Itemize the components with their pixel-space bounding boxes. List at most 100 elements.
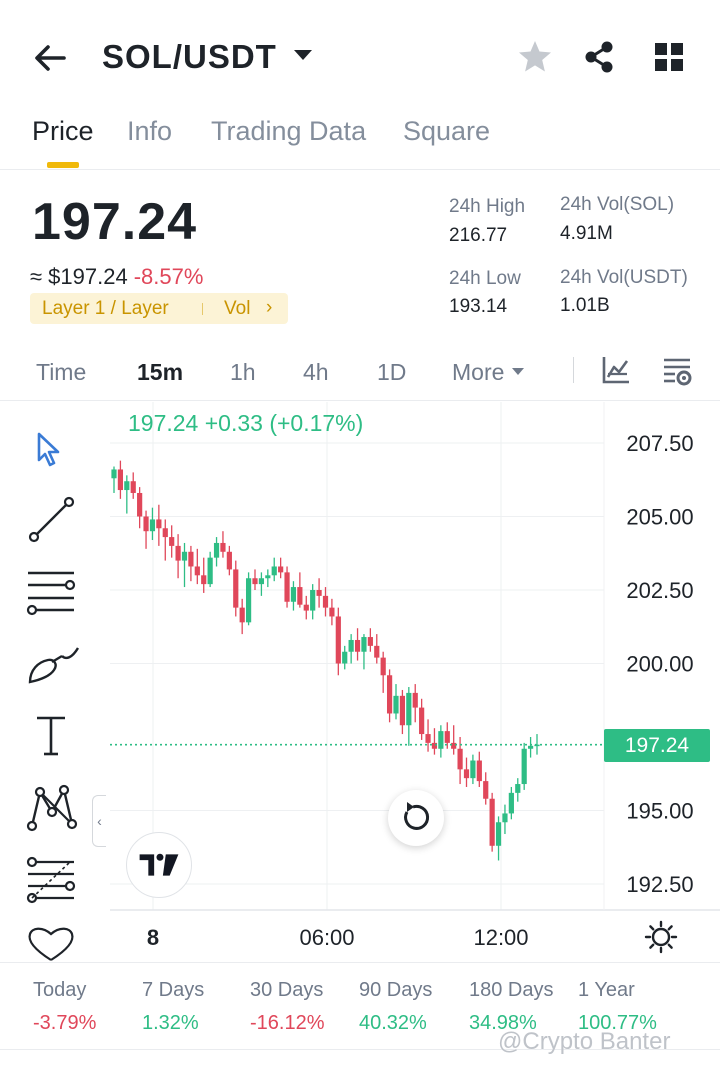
candle-body [310, 590, 316, 611]
watermark: @Crypto Banter [498, 1028, 671, 1055]
heart-icon[interactable] [22, 924, 80, 962]
grid-icon[interactable] [652, 40, 686, 74]
perf-value: 1.32% [142, 1012, 199, 1034]
candlestick-chart[interactable]: 207.50 205.00 202.50 200.00 195.00 192.50 8 06:… [0, 402, 720, 962]
interval-1h[interactable]: 1h [230, 359, 256, 385]
horizontal-lines-tool-icon[interactable] [22, 564, 80, 622]
perf-label: Today [33, 979, 87, 1001]
candle-body [412, 692, 418, 708]
perf-label: 30 Days [250, 979, 324, 1001]
interval-time[interactable]: Time [36, 359, 87, 385]
candle-body [258, 578, 265, 585]
candle-body [419, 707, 425, 735]
fib-tool-icon[interactable] [22, 852, 80, 910]
candle-body [239, 607, 245, 623]
candle-body [290, 587, 297, 602]
stat-vol-usdt-value: 1.01B [560, 295, 610, 316]
stat-high-label: 24h High [449, 196, 526, 217]
perf-180d: 180 Days 34.98% [469, 979, 554, 1035]
candle-body [399, 695, 406, 726]
interval-1d[interactable]: 1D [377, 359, 407, 385]
chart-settings-icon[interactable] [661, 355, 693, 387]
stat-high-value: 216.77 [449, 225, 508, 246]
candle-body [361, 637, 367, 652]
candle-body [367, 637, 373, 646]
chart-indicator-icon[interactable] [601, 355, 631, 385]
perf-label: 1 Year [578, 979, 635, 1001]
interval-more[interactable]: More [452, 359, 525, 386]
candle-body [149, 519, 156, 532]
candle-body [278, 566, 284, 573]
candle-body [342, 651, 348, 664]
star-icon[interactable] [516, 38, 554, 76]
candle-body [425, 734, 431, 743]
candle-body [335, 616, 341, 664]
candle-body [303, 604, 309, 611]
candle-body [143, 516, 149, 532]
candle-body [470, 760, 476, 779]
y-tick-label: 205.00 [626, 505, 693, 530]
candle-body [438, 731, 444, 749]
candle-body [213, 542, 220, 558]
perf-value: 34.98% [469, 1012, 537, 1034]
candle-body [284, 572, 290, 602]
trend-line-tool-icon[interactable] [22, 492, 80, 550]
candle-body [265, 575, 271, 579]
pattern-tool-icon[interactable] [22, 780, 80, 838]
tab-price[interactable]: Price [32, 116, 94, 146]
perf-label: 7 Days [142, 979, 205, 1001]
candle-body [316, 590, 322, 596]
candle-body [117, 469, 124, 491]
stat-vol-sol-label: 24h Vol(SOL) [560, 194, 675, 215]
caret-down-icon[interactable] [294, 50, 312, 60]
tab-info[interactable]: Info [127, 116, 173, 146]
tab-square[interactable]: Square [403, 116, 491, 146]
y-tick-label: 202.50 [626, 578, 693, 603]
interval-4h[interactable]: 4h [303, 359, 329, 385]
perf-value: -16.12% [250, 1012, 325, 1034]
y-tick-label: 195.00 [626, 799, 693, 824]
stat-low-label: 24h Low [449, 268, 521, 289]
tab-trading-data[interactable]: Trading Data [211, 116, 367, 146]
candle-body [124, 481, 130, 491]
active-tab-indicator [47, 162, 79, 168]
candle-body [220, 542, 226, 552]
category-tag[interactable]: Layer 1 / Layer Vol › [30, 293, 288, 324]
candle-body [169, 537, 175, 546]
tradingview-logo [126, 832, 192, 898]
candle-body [162, 528, 168, 538]
candle-body [508, 792, 514, 814]
arrow-left-icon[interactable] [30, 38, 70, 78]
candle-body [348, 639, 354, 652]
candle-body [380, 657, 386, 676]
reset-icon[interactable] [388, 790, 444, 846]
perf-label: 90 Days [359, 979, 433, 1001]
share-icon[interactable] [580, 38, 618, 76]
candle-body [515, 784, 521, 793]
candle-body [489, 798, 495, 846]
candle-body [156, 519, 162, 529]
sun-icon[interactable] [644, 920, 678, 954]
candle-body [463, 769, 470, 779]
candle-body [130, 481, 136, 493]
candle-body [181, 551, 188, 561]
cursor-tool-icon[interactable] [22, 420, 80, 478]
perf-90d: 90 Days 40.32% [359, 979, 432, 1035]
perf-1y: 1 Year 100.77% [578, 979, 657, 1035]
candle-body [444, 731, 450, 743]
interval-more-label: More [452, 359, 505, 385]
perf-value: 100.77% [578, 1012, 657, 1034]
perf-value: -3.79% [33, 1012, 97, 1034]
pair-title[interactable]: SOL/USDT [102, 38, 277, 75]
candle-body [393, 695, 399, 714]
candle-body [495, 822, 502, 846]
candle-body [386, 675, 393, 714]
interval-15m[interactable]: 15m [137, 359, 184, 385]
collapse-toolbar-icon[interactable]: ‹ [92, 795, 106, 847]
candle-body [521, 748, 527, 785]
brush-tool-icon[interactable] [22, 636, 80, 694]
text-tool-icon[interactable] [22, 708, 80, 766]
candle-body [502, 813, 508, 823]
interval-bar: Time 15m 1h 4h 1D More [0, 345, 720, 401]
last-price: 197.24 [32, 193, 198, 251]
